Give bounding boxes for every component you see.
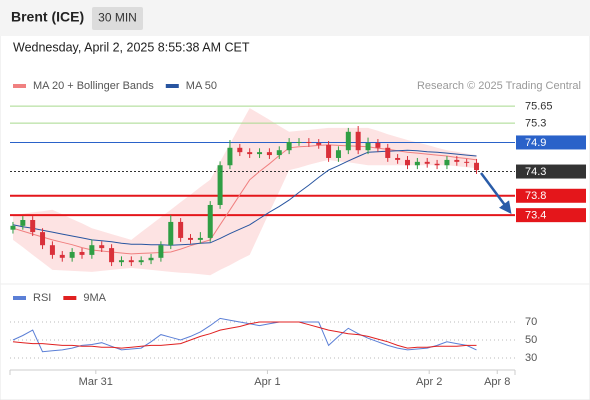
x-tick-label: Apr 8: [484, 376, 510, 388]
legend-swatch: [63, 296, 77, 300]
y-tick-label: 50: [525, 334, 537, 346]
legend-swatch: [13, 296, 26, 300]
candle-body: [247, 152, 253, 155]
level-label: 75.65: [525, 101, 553, 113]
y-tick-label: 70: [525, 316, 537, 328]
level-label: 73.8: [525, 190, 546, 202]
legend-label: 9MA: [83, 292, 106, 304]
y-tick-label: 30: [525, 352, 537, 364]
candle-body: [40, 232, 46, 246]
plot-layer: 75.65 75.3 74.9 74.3 73.8 73.4 MA 20 + Bolling…: [9, 80, 586, 388]
interval-badge: [92, 7, 143, 30]
legend-label: MA 50: [186, 80, 217, 92]
candle-body: [266, 152, 272, 156]
candle-body: [355, 131, 361, 151]
candle-body: [306, 141, 312, 143]
x-tick-label: Apr 2: [416, 376, 442, 388]
candle-body: [217, 165, 223, 205]
candle-body: [30, 220, 36, 233]
candle-body: [20, 220, 26, 226]
candle-body: [454, 159, 460, 162]
candle-body: [474, 162, 480, 171]
candle-body: [10, 225, 16, 230]
candle-body: [59, 254, 65, 258]
candle-body: [257, 152, 263, 155]
candle-body: [424, 161, 430, 164]
candle-body: [197, 237, 203, 240]
x-tick-label: Apr 1: [254, 376, 280, 388]
candle-body: [109, 248, 115, 263]
candle-body: [168, 221, 174, 246]
legend-swatch: [13, 84, 26, 88]
candle-body: [286, 141, 292, 151]
candle-body: [158, 245, 164, 258]
candle-body: [375, 142, 381, 148]
indicator-line: [12, 321, 477, 349]
ma-line: [12, 149, 477, 246]
candle-body: [89, 245, 95, 255]
legend-swatch: [165, 84, 179, 88]
candle-body: [316, 142, 322, 145]
level-label-box: [516, 208, 586, 223]
level-label-box: [516, 188, 586, 203]
candle-body: [434, 163, 440, 166]
candle-body: [296, 141, 302, 143]
indicator-line: [12, 317, 477, 353]
timestamp: Wednesday, April 2, 2025 8:55:38 AM CET: [13, 40, 250, 54]
candle-body: [404, 159, 410, 166]
candle-body: [49, 245, 55, 255]
candle-body: [118, 260, 124, 263]
candle-body: [335, 150, 341, 158]
candle-body: [385, 147, 391, 158]
candle-body: [395, 157, 401, 160]
candle-body: [187, 237, 193, 240]
candle-body: [128, 260, 134, 263]
candle-body: [444, 159, 450, 166]
candle-body: [178, 221, 184, 238]
candle-body: [148, 257, 154, 261]
candle-body: [207, 204, 213, 238]
instrument-title: Brent (ICE): [11, 9, 84, 25]
level-label: 74.3: [525, 166, 546, 178]
candle-body: [276, 150, 282, 156]
source-note: Research © 2025 Trading Central: [417, 80, 581, 92]
header-bar: [0, 0, 590, 36]
level-label: 74.9: [525, 137, 546, 149]
candle-body: [227, 147, 233, 166]
candle-body: [237, 147, 243, 153]
legend-label: RSI: [33, 292, 51, 304]
candle-body: [365, 142, 371, 151]
forecast-arrow: [479, 172, 512, 215]
candle-body: [69, 251, 75, 258]
legend-label: MA 20 + Bollinger Bands: [33, 80, 154, 92]
level-label-box: [516, 164, 586, 179]
candle-body: [464, 161, 470, 163]
candle-body: [99, 245, 105, 249]
candle-body: [79, 251, 85, 255]
interval-label: 30 MIN: [98, 11, 137, 25]
candle-body: [326, 144, 332, 158]
level-label: 75.3: [525, 117, 546, 129]
candle-body: [414, 161, 420, 166]
level-label: 73.4: [525, 210, 546, 222]
level-label-box: [516, 135, 586, 150]
candle-body: [138, 260, 144, 263]
x-tick-label: Mar 31: [79, 376, 113, 388]
candle-body: [345, 131, 351, 151]
